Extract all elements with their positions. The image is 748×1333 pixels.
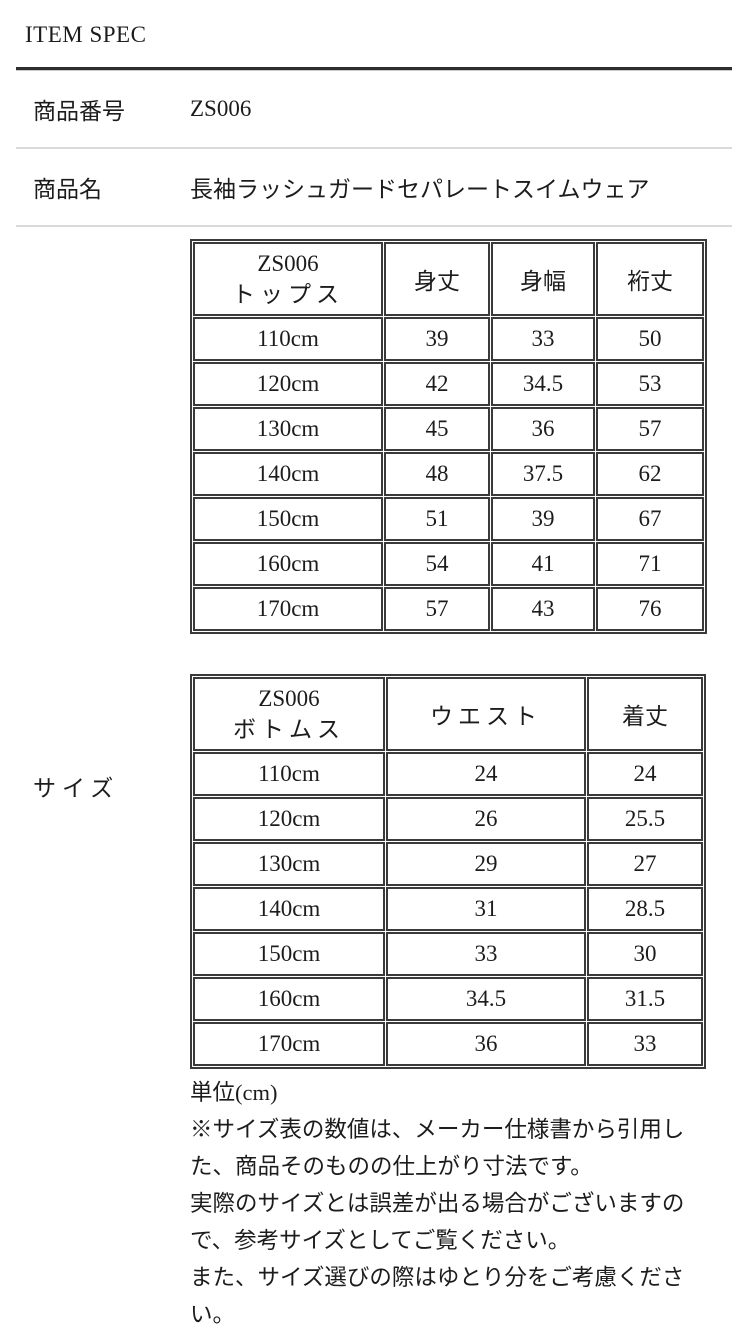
- measurement-cell: 39: [384, 317, 490, 361]
- measurement-cell: 24: [587, 752, 703, 796]
- size-table-row: 140cm 48 37.5 62: [193, 452, 704, 496]
- size-cell: 130cm: [193, 842, 385, 886]
- measurement-cell: 24: [386, 752, 586, 796]
- size-cell: 140cm: [193, 887, 385, 931]
- size-table-title-cell: ZS006 ボトムス: [193, 677, 385, 751]
- size-table-title-line2: ボトムス: [233, 717, 345, 742]
- measurement-cell: 28.5: [587, 887, 703, 931]
- product-number-row: 商品番号 ZS006: [0, 71, 748, 147]
- note-line: また、サイズ選びの際はゆとり分をご考慮ください。: [190, 1265, 685, 1327]
- size-content: ZS006 トップス 身丈 身幅 裄丈 110cm 39 33 50 120cm 42 34.5 53 1…: [190, 239, 748, 1333]
- size-table-row: 170cm 57 43 76: [193, 587, 704, 631]
- size-cell: 110cm: [193, 317, 383, 361]
- size-table-row: 150cm 51 39 67: [193, 497, 704, 541]
- size-cell: 120cm: [193, 362, 383, 406]
- measurement-cell: 54: [384, 542, 490, 586]
- measurement-cell: 39: [491, 497, 595, 541]
- measurement-cell: 43: [491, 587, 595, 631]
- size-table-row: 140cm 31 28.5: [193, 887, 703, 931]
- size-cell: 130cm: [193, 407, 383, 451]
- size-notes: 単位(cm) ※サイズ表の数値は、メーカー仕様書から引用した、商品そのものの仕上…: [190, 1074, 692, 1333]
- note-line: 実際のサイズとは誤差が出る場合がございますので、参考サイズとしてご覧ください。: [190, 1191, 685, 1253]
- size-cell: 150cm: [193, 497, 383, 541]
- measurement-cell: 37.5: [491, 452, 595, 496]
- size-table-row: 110cm 39 33 50: [193, 317, 704, 361]
- measurement-cell: 50: [596, 317, 704, 361]
- product-number-value: ZS006: [190, 96, 252, 121]
- size-table-row: 120cm 42 34.5 53: [193, 362, 704, 406]
- measurement-cell: 33: [587, 1022, 703, 1066]
- size-cell: 140cm: [193, 452, 383, 496]
- measurement-cell: 33: [386, 932, 586, 976]
- measurement-cell: 57: [384, 587, 490, 631]
- size-table-row: 130cm 29 27: [193, 842, 703, 886]
- size-table-column-header: 身幅: [491, 242, 595, 316]
- product-name-value: 長袖ラッシュガードセパレートスイムウェア: [190, 177, 650, 202]
- size-section: サイズ ZS006 トップス 身丈 身幅 裄丈 110cm 39 33 50 120cm 42 34.…: [0, 239, 748, 1333]
- size-cell: 160cm: [193, 542, 383, 586]
- size-cell: 110cm: [193, 752, 385, 796]
- measurement-cell: 30: [587, 932, 703, 976]
- size-table-row: 170cm 36 33: [193, 1022, 703, 1066]
- measurement-cell: 41: [491, 542, 595, 586]
- size-table-title-cell: ZS006 トップス: [193, 242, 383, 316]
- header-divider: [16, 67, 732, 71]
- size-cell: 170cm: [193, 1022, 385, 1066]
- measurement-cell: 48: [384, 452, 490, 496]
- measurement-cell: 26: [386, 797, 586, 841]
- measurement-cell: 51: [384, 497, 490, 541]
- measurement-cell: 53: [596, 362, 704, 406]
- size-label: サイズ: [33, 776, 120, 801]
- size-table-column-header: ウエスト: [386, 677, 586, 751]
- row-divider: [16, 225, 732, 227]
- measurement-cell: 45: [384, 407, 490, 451]
- measurement-cell: 31: [386, 887, 586, 931]
- size-label-column: サイズ: [0, 239, 190, 1333]
- measurement-cell: 33: [491, 317, 595, 361]
- size-table-title-line2: トップス: [232, 282, 344, 307]
- measurement-cell: 76: [596, 587, 704, 631]
- measurement-cell: 25.5: [587, 797, 703, 841]
- note-line: ※サイズ表の数値は、メーカー仕様書から引用した、商品そのものの仕上がり寸法です。: [190, 1117, 685, 1179]
- unit-note: 単位(cm): [190, 1080, 278, 1105]
- measurement-cell: 34.5: [386, 977, 586, 1021]
- bottoms-size-table: ZS006 ボトムス ウエスト 着丈 110cm 24 24 120cm 26 25.5 130cm…: [190, 674, 706, 1069]
- measurement-cell: 29: [386, 842, 586, 886]
- size-cell: 120cm: [193, 797, 385, 841]
- size-table-column-header: 裄丈: [596, 242, 704, 316]
- size-table-title-line1: ZS006: [258, 686, 320, 711]
- measurement-cell: 36: [386, 1022, 586, 1066]
- tops-size-table: ZS006 トップス 身丈 身幅 裄丈 110cm 39 33 50 120cm 42 34.5 53 1…: [190, 239, 707, 634]
- size-table-column-header: 身丈: [384, 242, 490, 316]
- product-number-label: 商品番号: [33, 99, 125, 124]
- size-table-column-header: 着丈: [587, 677, 703, 751]
- measurement-cell: 36: [491, 407, 595, 451]
- size-table-row: 160cm 54 41 71: [193, 542, 704, 586]
- size-cell: 170cm: [193, 587, 383, 631]
- row-divider: [16, 147, 732, 149]
- size-cell: 160cm: [193, 977, 385, 1021]
- size-table-header-row: ZS006 トップス 身丈 身幅 裄丈: [193, 242, 704, 316]
- size-table-row: 110cm 24 24: [193, 752, 703, 796]
- page-title: ITEM SPEC: [25, 22, 147, 47]
- product-name-row: 商品名 長袖ラッシュガードセパレートスイムウェア: [0, 149, 748, 225]
- size-cell: 150cm: [193, 932, 385, 976]
- measurement-cell: 34.5: [491, 362, 595, 406]
- measurement-cell: 27: [587, 842, 703, 886]
- measurement-cell: 57: [596, 407, 704, 451]
- measurement-cell: 71: [596, 542, 704, 586]
- measurement-cell: 62: [596, 452, 704, 496]
- product-name-label: 商品名: [33, 177, 102, 202]
- size-table-header-row: ZS006 ボトムス ウエスト 着丈: [193, 677, 703, 751]
- size-table-row: 150cm 33 30: [193, 932, 703, 976]
- size-table-row: 130cm 45 36 57: [193, 407, 704, 451]
- size-table-row: 120cm 26 25.5: [193, 797, 703, 841]
- measurement-cell: 31.5: [587, 977, 703, 1021]
- measurement-cell: 67: [596, 497, 704, 541]
- size-table-title-line1: ZS006: [257, 251, 319, 276]
- size-table-row: 160cm 34.5 31.5: [193, 977, 703, 1021]
- measurement-cell: 42: [384, 362, 490, 406]
